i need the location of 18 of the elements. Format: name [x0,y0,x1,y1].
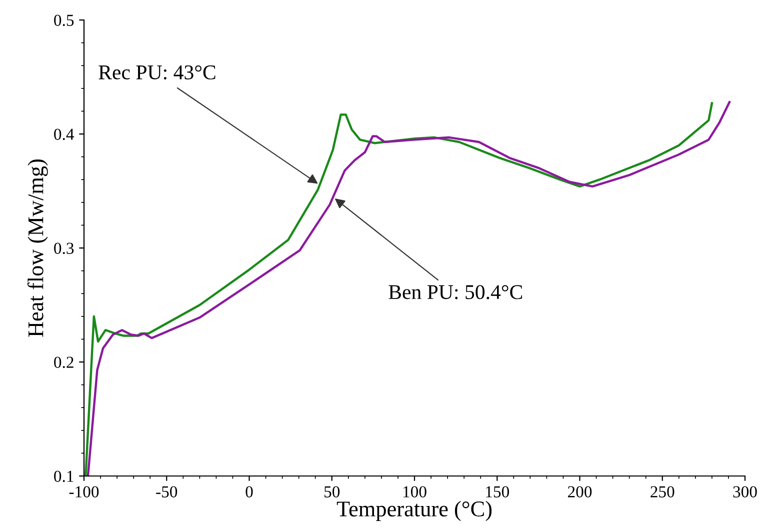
y-tick-label: 0.4 [54,128,74,140]
x-tick-label: 200 [568,486,592,498]
x-tick-label: 150 [486,486,509,498]
x-tick-label: 100 [403,486,426,498]
annotation: Ben PU: 50.4°C [388,285,522,300]
x-tick-label: 50 [324,486,340,498]
y-tick-label: 0.3 [54,242,74,254]
x-tick-label: 0 [246,486,253,498]
x-axis-title: Temperature (°C) [336,500,492,521]
x-tick-label: 250 [650,486,674,498]
y-tick-label: 0.1 [54,470,74,482]
x-tick-label: -50 [156,486,178,498]
x-tick-label: -100 [69,486,99,498]
x-tick-label: 300 [733,486,757,498]
y-tick-label: 0.5 [54,14,74,26]
annotation: Rec PU: 43°C [98,65,216,80]
y-axis-title: Heat flow (Mw/mg) [27,159,48,337]
y-tick-label: 0.2 [54,356,74,368]
